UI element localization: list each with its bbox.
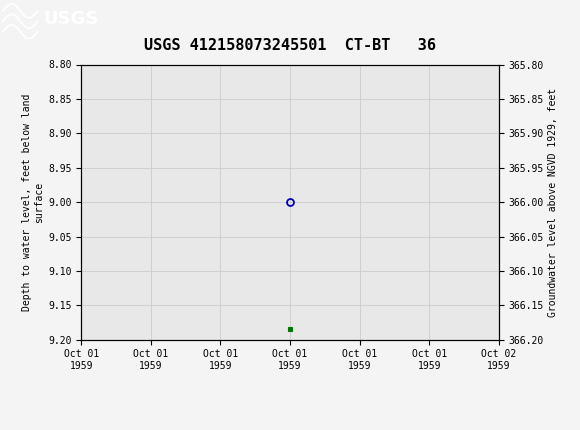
Text: USGS: USGS bbox=[44, 10, 99, 28]
Text: USGS 412158073245501  CT-BT   36: USGS 412158073245501 CT-BT 36 bbox=[144, 38, 436, 52]
Y-axis label: Groundwater level above NGVD 1929, feet: Groundwater level above NGVD 1929, feet bbox=[548, 88, 558, 316]
Legend: Period of approved data: Period of approved data bbox=[190, 428, 390, 430]
Y-axis label: Depth to water level, feet below land
surface: Depth to water level, feet below land su… bbox=[22, 93, 44, 311]
